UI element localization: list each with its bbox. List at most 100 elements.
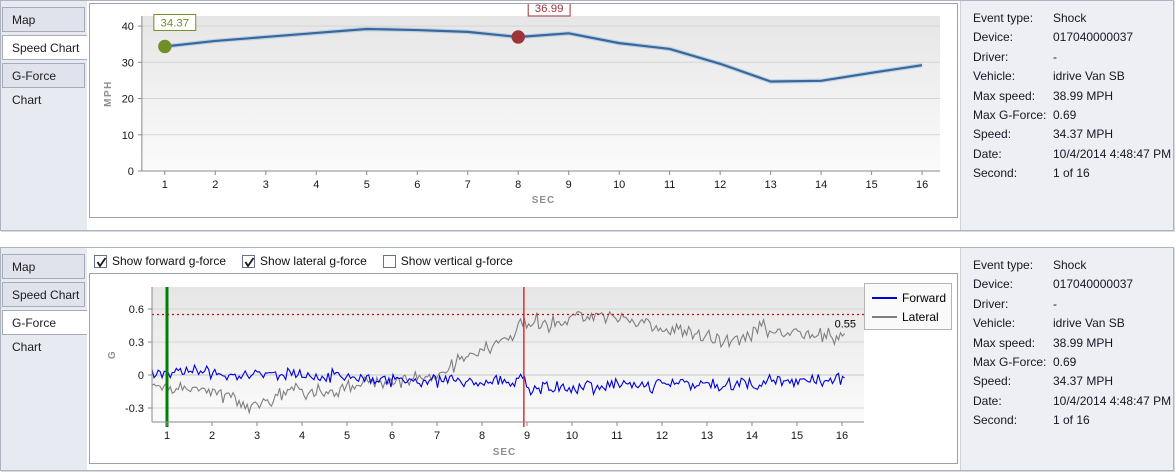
- chart-legend: Forward Lateral: [864, 283, 952, 330]
- tabstrip-top: Map Speed Chart G-Force Chart: [1, 1, 88, 230]
- info-label: Speed:: [973, 127, 1012, 142]
- info-value: idrive Van SB: [1053, 69, 1125, 84]
- info-value: Shock: [1053, 258, 1087, 272]
- svg-text:9: 9: [566, 179, 572, 191]
- checkbox-icon: [94, 254, 107, 268]
- legend-item-lateral: Lateral: [872, 307, 951, 326]
- info-row: Second: 1 of 16: [973, 164, 1173, 183]
- svg-text:11: 11: [664, 179, 675, 191]
- checkbox-show-vertical-gforce[interactable]: Show vertical g-force: [382, 254, 513, 268]
- svg-text:MPH: MPH: [103, 80, 114, 107]
- svg-text:1: 1: [164, 430, 170, 442]
- tab-speed-chart[interactable]: Speed Chart: [2, 282, 85, 307]
- svg-text:30: 30: [122, 57, 134, 69]
- checkbox-show-forward-gforce[interactable]: Show forward g-force: [94, 254, 226, 268]
- svg-text:16: 16: [836, 430, 848, 442]
- svg-text:12: 12: [656, 430, 668, 442]
- info-label: Device:: [973, 277, 1014, 292]
- info-value: 1 of 16: [1053, 166, 1090, 181]
- info-label: Max speed:: [973, 335, 1036, 350]
- gforce-chart-panel: Map Speed Chart G-Force Chart Show forwa…: [0, 247, 1174, 471]
- svg-text:6: 6: [414, 179, 420, 191]
- checkbox-icon: [242, 254, 256, 268]
- gforce-chart-svg: 0.55-0.300.30.61 2 3 4 5 6 7 8 9 10 11 12 13 14 15 16GS…: [107, 287, 864, 458]
- tab-map[interactable]: Map: [2, 7, 85, 32]
- info-row: Speed: 34.37 MPH: [973, 125, 1173, 144]
- info-value: 38.99 MPH: [1053, 88, 1114, 103]
- svg-text:0.3: 0.3: [129, 337, 144, 349]
- info-row: Max G-Force: 0.69: [973, 353, 1173, 372]
- svg-text:9: 9: [524, 430, 530, 442]
- tabstrip-bottom: Map Speed Chart G-Force Chart: [1, 248, 88, 470]
- svg-text:10: 10: [122, 130, 134, 142]
- info-value: idrive Van SB: [1053, 316, 1125, 331]
- info-label: Device:: [973, 30, 1014, 45]
- svg-text:11: 11: [611, 430, 622, 442]
- info-value: 38.99 MPH: [1053, 335, 1114, 350]
- svg-text:15: 15: [866, 179, 878, 191]
- svg-text:7: 7: [465, 179, 471, 191]
- svg-text:20: 20: [122, 94, 134, 106]
- info-row: Device: 017040000037: [973, 275, 1173, 294]
- info-value: -: [1053, 49, 1057, 64]
- info-value: Shock: [1053, 11, 1087, 25]
- svg-text:36.99: 36.99: [535, 4, 564, 15]
- info-value: 017040000037: [1053, 30, 1134, 45]
- svg-text:0.6: 0.6: [129, 304, 144, 316]
- info-row: Vehicle: idrive Van SB: [973, 314, 1173, 333]
- speed-chart-content: 0 10 20 30 40 1 2 3 4 5 6 7 8 9 10 11 12 13 14 15 16 MPH SEC 34…: [87, 1, 960, 230]
- svg-text:SEC: SEC: [532, 195, 555, 206]
- info-row: Max speed: 38.99 MPH: [973, 334, 1173, 353]
- info-row: Date: 10/4/2014 4:48:47 PM: [973, 392, 1173, 411]
- legend-label: Forward: [902, 290, 947, 305]
- info-label: Event type:: [973, 11, 1034, 25]
- svg-text:10: 10: [566, 430, 578, 442]
- checkbox-show-lateral-gforce[interactable]: Show lateral g-force: [242, 254, 367, 268]
- info-label: Driver:: [973, 49, 1009, 64]
- checkbox-label: Show forward g-force: [112, 254, 227, 268]
- info-label: Vehicle:: [973, 69, 1016, 84]
- info-label: Driver:: [973, 296, 1009, 311]
- info-value: 10/4/2014 4:48:47 PM: [1053, 146, 1172, 161]
- svg-text:0.55: 0.55: [835, 319, 856, 331]
- gforce-options-row: Show forward g-force Show lateral g-forc…: [94, 251, 513, 271]
- svg-text:5: 5: [344, 430, 350, 442]
- speed-chart[interactable]: 0 10 20 30 40 1 2 3 4 5 6 7 8 9 10 11 12 13 14 15 16 MPH SEC 34…: [89, 3, 958, 218]
- checkbox-label: Show lateral g-force: [260, 254, 367, 268]
- svg-text:15: 15: [791, 430, 803, 442]
- info-row: Event type: Shock: [973, 256, 1173, 275]
- info-row: Second: 1 of 16: [973, 411, 1173, 430]
- svg-text:1: 1: [162, 179, 168, 191]
- tab-gforce-chart[interactable]: G-Force Chart: [2, 63, 85, 107]
- checkmark-icon: [96, 256, 107, 268]
- info-row: Device: 017040000037: [973, 28, 1173, 47]
- svg-text:0: 0: [138, 370, 144, 382]
- svg-text:14: 14: [746, 430, 758, 442]
- tab-map[interactable]: Map: [2, 254, 85, 279]
- info-label: Second:: [973, 413, 1018, 428]
- svg-text:-0.3: -0.3: [125, 403, 144, 415]
- info-row: Vehicle: idrive Van SB: [973, 67, 1173, 86]
- tab-speed-chart[interactable]: Speed Chart: [2, 35, 88, 60]
- svg-text:12: 12: [714, 179, 726, 191]
- forward-line-swatch: [872, 296, 897, 299]
- info-row: Event type: Shock: [973, 9, 1173, 28]
- svg-text:8: 8: [479, 430, 485, 442]
- tab-gforce-chart[interactable]: G-Force Chart: [2, 310, 88, 354]
- info-value: 0.69: [1053, 107, 1077, 122]
- svg-text:0: 0: [128, 166, 134, 178]
- gforce-chart[interactable]: 0.55 -0.3 0 0.3 0.6 1 2 3 4 5 6 7 8 9 10 11 12 13 14 15 16 G S…: [89, 273, 958, 464]
- svg-text:13: 13: [765, 179, 777, 191]
- svg-text:10: 10: [613, 179, 625, 191]
- info-value: 34.37 MPH: [1053, 127, 1114, 142]
- svg-text:34.37: 34.37: [160, 17, 189, 29]
- event-info-panel-top: Event type: Shock Device: 017040000037 Drive…: [960, 1, 1173, 230]
- info-value: 1 of 16: [1053, 413, 1090, 428]
- svg-text:G: G: [107, 350, 118, 359]
- info-row: Driver: -: [973, 48, 1173, 67]
- legend-label: Lateral: [902, 309, 939, 324]
- checkmark-icon: [244, 256, 255, 268]
- svg-text:4: 4: [299, 430, 305, 442]
